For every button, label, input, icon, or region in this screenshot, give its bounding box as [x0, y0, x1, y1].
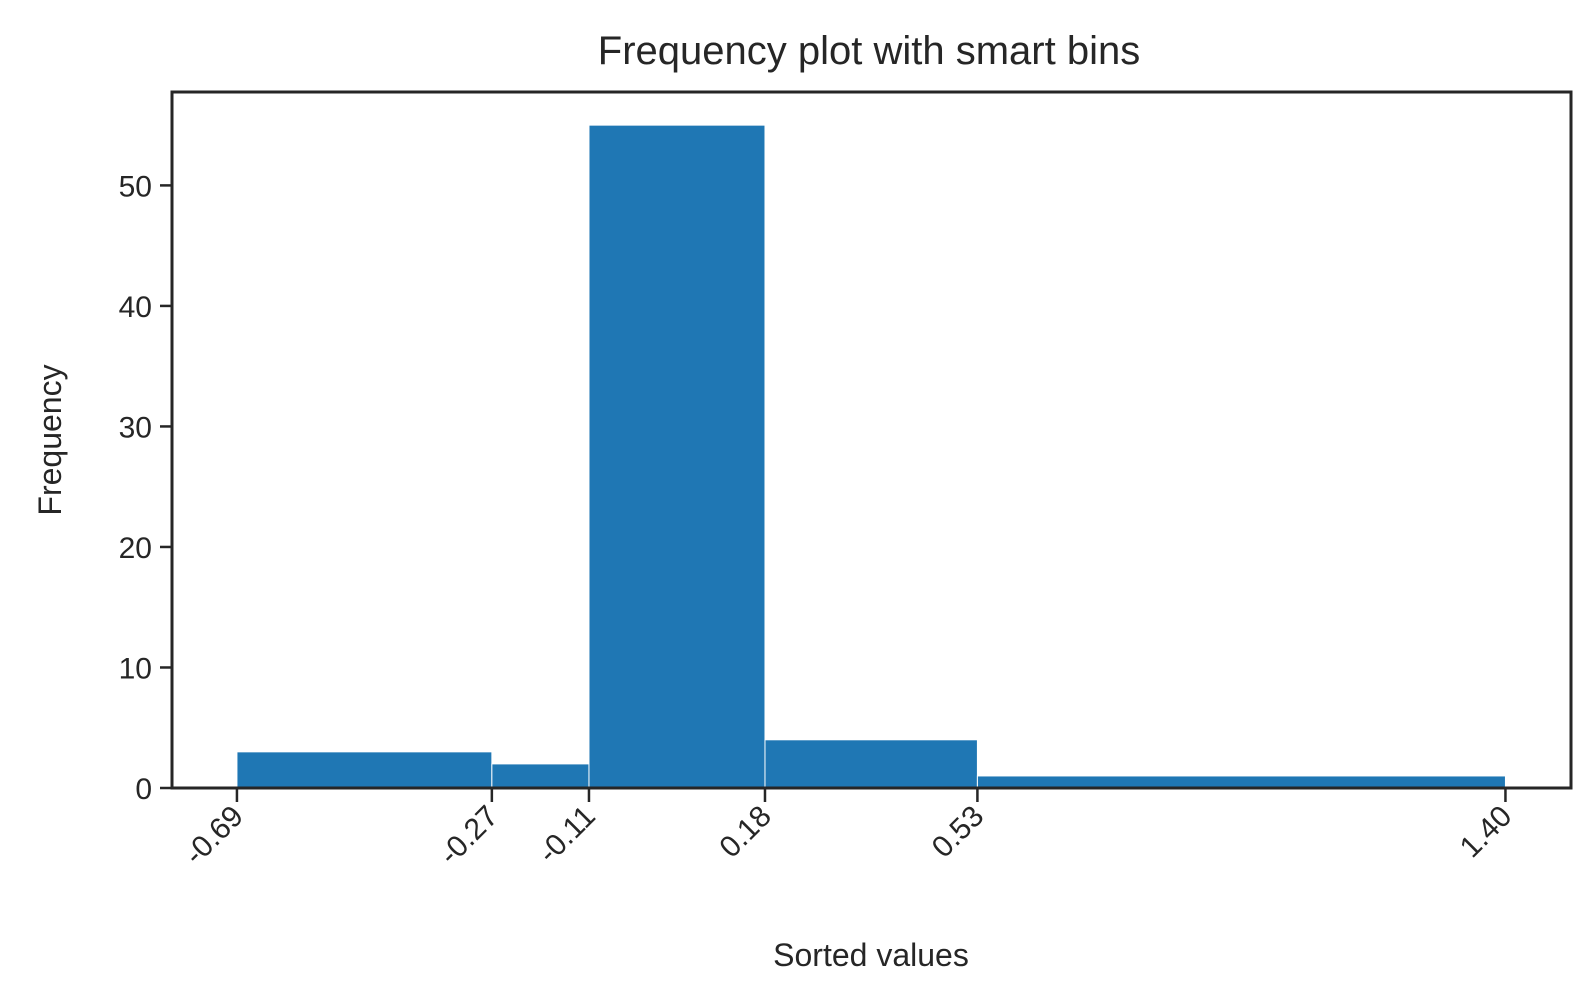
histogram-bar	[491, 763, 590, 789]
x-tick-label: -0.69	[178, 800, 250, 872]
x-axis: -0.69 -0.27 -0.11 0.18 0.53 1.40	[178, 788, 1518, 871]
x-tick-label: -0.11	[532, 800, 602, 870]
bars-group	[236, 124, 1506, 789]
y-tick-label: 40	[119, 291, 152, 324]
x-tick-label: 1.40	[1454, 800, 1519, 865]
chart-title: Frequency plot with smart bins	[598, 29, 1140, 73]
y-tick-label: 30	[119, 411, 152, 444]
histogram-bar	[236, 751, 493, 789]
y-axis: 0 10 20 30 40 50	[119, 170, 172, 806]
histogram-bar	[764, 739, 978, 789]
y-tick-label: 10	[119, 652, 152, 685]
x-tick-label: 0.53	[926, 800, 991, 865]
x-tick-label: 0.18	[713, 800, 778, 865]
y-tick-label: 0	[135, 773, 152, 806]
histogram-bar	[976, 775, 1506, 789]
plot-frame	[170, 90, 1573, 790]
histogram-bar	[588, 124, 766, 789]
x-axis-label: Sorted values	[773, 937, 969, 973]
y-tick-label: 50	[119, 170, 152, 203]
x-tick-label: -0.27	[433, 800, 505, 872]
y-tick-label: 20	[119, 532, 152, 565]
y-axis-label: Frequency	[32, 364, 68, 515]
